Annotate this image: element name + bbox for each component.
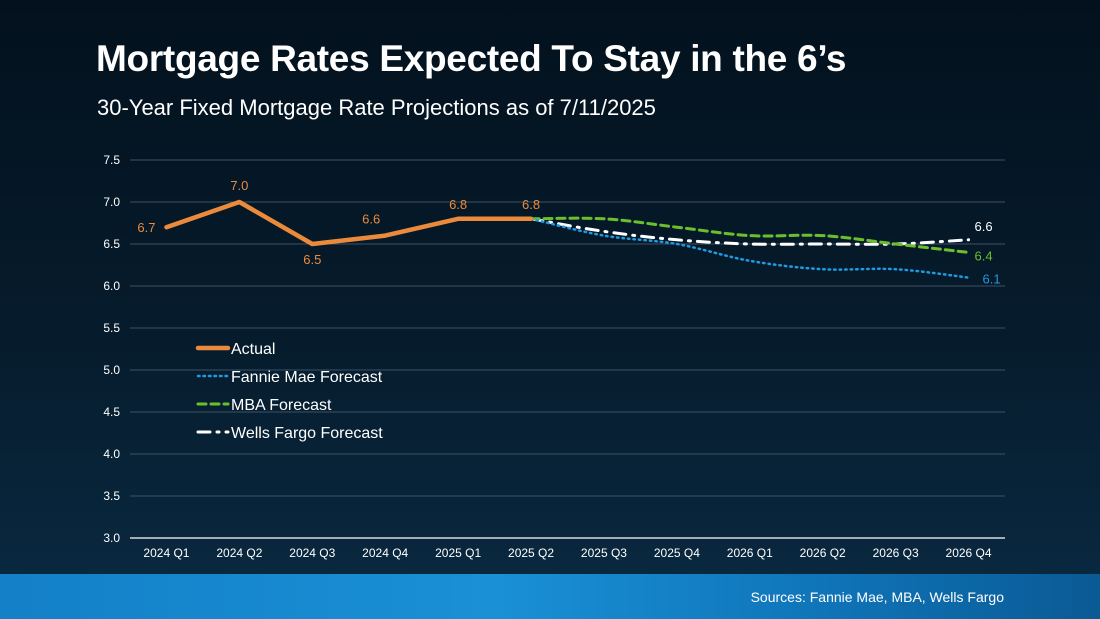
x-tick-label: 2025 Q3	[581, 546, 627, 560]
x-tick-label: 2024 Q2	[216, 546, 262, 560]
x-tick-label: 2024 Q4	[362, 546, 408, 560]
x-tick-label: 2025 Q1	[435, 546, 481, 560]
legend-label: Fannie Mae Forecast	[231, 369, 383, 386]
legend-label: Wells Fargo Forecast	[231, 425, 383, 442]
legend: Actual Fannie Mae Forecast MBA Forecast Wel…	[195, 341, 383, 442]
y-axis-tick-labels: 3.0 3.5 4.0 4.5 5.0 5.5 6.0 6.5 7.0 7.5	[103, 153, 120, 545]
footer-bar	[0, 574, 1100, 619]
y-tick-label: 4.0	[103, 447, 120, 461]
series-line-mba-forecast	[529, 216, 971, 254]
series-line-actual	[164, 199, 534, 247]
data-label: 6.8	[449, 197, 467, 212]
y-tick-label: 3.5	[103, 489, 120, 503]
data-labels: 6.7 7.0 6.5 6.6 6.8 6.8 6.1 6.4 6.6	[137, 178, 1000, 287]
y-tick-label: 7.0	[103, 195, 120, 209]
data-label: 6.4	[975, 248, 993, 263]
series-line-wells-fargo-forecast	[529, 217, 971, 246]
data-label: 6.6	[362, 212, 380, 227]
chart-title: Mortgage Rates Expected To Stay in the 6…	[96, 38, 847, 79]
x-tick-label: 2026 Q3	[873, 546, 919, 560]
data-label: 6.6	[975, 219, 993, 234]
x-tick-label: 2024 Q3	[289, 546, 335, 560]
x-tick-label: 2026 Q1	[727, 546, 773, 560]
x-tick-label: 2024 Q1	[143, 546, 189, 560]
y-tick-label: 5.0	[103, 363, 120, 377]
series-lines	[164, 199, 971, 279]
data-label: 6.1	[983, 272, 1001, 287]
chart-subtitle: 30-Year Fixed Mortgage Rate Projections …	[97, 95, 656, 120]
x-tick-label: 2026 Q2	[800, 546, 846, 560]
x-axis-tick-labels: 2024 Q1 2024 Q2 2024 Q3 2024 Q4 2025 Q1 2025 …	[143, 546, 991, 560]
y-tick-label: 3.0	[103, 531, 120, 545]
legend-label: MBA Forecast	[231, 397, 332, 414]
x-tick-label: 2026 Q4	[946, 546, 992, 560]
line-chart: 3.03.54.04.55.05.56.06.57.07.5 2024 Q1 20…	[103, 153, 1005, 560]
y-tick-label: 6.5	[103, 237, 120, 251]
sources-note: Sources: Fannie Mae, MBA, Wells Fargo	[750, 589, 1004, 605]
x-tick-label: 2025 Q4	[654, 546, 700, 560]
data-label: 6.8	[522, 197, 540, 212]
y-tick-label: 4.5	[103, 405, 120, 419]
x-tick-label: 2025 Q2	[508, 546, 554, 560]
y-tick-label: 6.0	[103, 279, 120, 293]
legend-label: Actual	[231, 341, 275, 358]
y-tick-label: 7.5	[103, 153, 120, 167]
series-line-fannie-mae-forecast	[529, 217, 970, 279]
data-label: 7.0	[230, 178, 248, 193]
data-label: 6.7	[137, 220, 155, 235]
data-label: 6.5	[303, 252, 321, 267]
y-tick-label: 5.5	[103, 321, 120, 335]
